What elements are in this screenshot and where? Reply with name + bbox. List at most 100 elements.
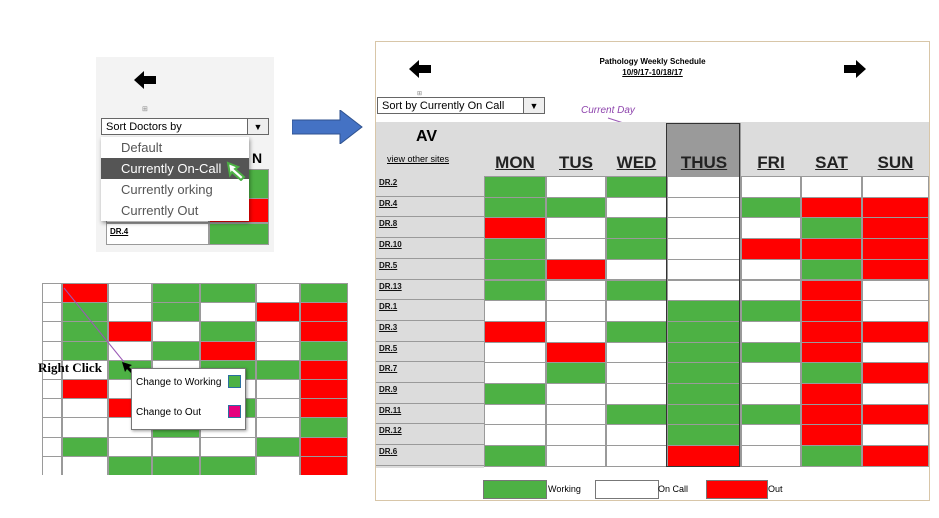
schedule-cell[interactable] bbox=[606, 176, 667, 198]
view-other-sites-link[interactable]: view other sites bbox=[387, 154, 450, 164]
schedule-cell[interactable] bbox=[606, 196, 667, 219]
schedule-cell[interactable] bbox=[862, 238, 929, 260]
schedule-cell[interactable] bbox=[862, 424, 929, 447]
schedule-cell[interactable] bbox=[546, 217, 606, 240]
doctor-label[interactable]: DR.8 bbox=[379, 219, 398, 229]
schedule-cell[interactable] bbox=[606, 258, 667, 281]
doctor-label[interactable]: DR.4 bbox=[379, 198, 398, 208]
schedule-cell[interactable] bbox=[546, 445, 606, 467]
schedule-cell[interactable] bbox=[606, 403, 667, 426]
menu-item-currently-working[interactable]: Currently orking bbox=[121, 182, 213, 197]
schedule-cell[interactable] bbox=[484, 341, 546, 364]
schedule-cell[interactable] bbox=[546, 424, 606, 447]
schedule-cell[interactable] bbox=[801, 196, 862, 219]
schedule-cell[interactable] bbox=[546, 176, 606, 198]
doctor-label[interactable]: DR.2 bbox=[379, 178, 398, 187]
schedule-cell[interactable] bbox=[484, 424, 546, 447]
schedule-cell[interactable] bbox=[546, 196, 606, 219]
schedule-cell[interactable] bbox=[801, 383, 862, 405]
schedule-cell[interactable] bbox=[801, 238, 862, 260]
doctor-label[interactable]: DR.9 bbox=[379, 385, 398, 394]
schedule-cell[interactable] bbox=[741, 445, 801, 467]
schedule-cell[interactable] bbox=[484, 258, 546, 281]
schedule-cell[interactable] bbox=[741, 217, 801, 240]
schedule-cell[interactable] bbox=[801, 300, 862, 322]
schedule-cell[interactable] bbox=[741, 176, 801, 198]
schedule-cell[interactable] bbox=[484, 176, 546, 198]
doctor-label[interactable]: DR.1 bbox=[379, 302, 398, 312]
schedule-cell[interactable] bbox=[741, 362, 801, 384]
menu-item-currently-out[interactable]: Currently Out bbox=[121, 203, 199, 218]
chevron-down-icon[interactable]: ▼ bbox=[523, 97, 545, 114]
schedule-cell[interactable] bbox=[606, 279, 667, 302]
schedule-cell[interactable] bbox=[801, 445, 862, 467]
schedule-cell[interactable] bbox=[862, 341, 929, 364]
schedule-cell[interactable] bbox=[484, 238, 546, 260]
schedule-cell[interactable] bbox=[801, 424, 862, 447]
schedule-cell[interactable] bbox=[801, 341, 862, 364]
schedule-cell[interactable] bbox=[801, 320, 862, 343]
schedule-cell[interactable] bbox=[741, 196, 801, 219]
schedule-cell[interactable] bbox=[606, 320, 667, 343]
schedule-cell[interactable] bbox=[546, 279, 606, 302]
change-to-out-item[interactable]: Change to Out bbox=[136, 407, 202, 418]
schedule-cell[interactable] bbox=[862, 362, 929, 384]
schedule-cell[interactable] bbox=[546, 320, 606, 343]
back-arrow-icon[interactable] bbox=[409, 60, 431, 78]
schedule-cell[interactable] bbox=[862, 445, 929, 467]
menu-item-default[interactable]: Default bbox=[121, 140, 163, 155]
schedule-cell[interactable] bbox=[741, 403, 801, 426]
schedule-cell[interactable] bbox=[741, 300, 801, 322]
schedule-cell[interactable] bbox=[862, 217, 929, 240]
schedule-cell[interactable] bbox=[801, 258, 862, 281]
schedule-cell[interactable] bbox=[801, 403, 862, 426]
schedule-cell[interactable] bbox=[484, 196, 546, 219]
schedule-cell[interactable] bbox=[801, 217, 862, 240]
sort-schedule-dropdown[interactable]: Sort by Currently On Call ▼ bbox=[377, 97, 545, 114]
schedule-cell[interactable] bbox=[606, 383, 667, 405]
change-to-working-item[interactable]: Change to Working bbox=[136, 377, 222, 388]
schedule-cell[interactable] bbox=[606, 217, 667, 240]
schedule-cell[interactable] bbox=[484, 300, 546, 322]
schedule-cell[interactable] bbox=[741, 279, 801, 302]
schedule-cell[interactable] bbox=[741, 424, 801, 447]
schedule-cell[interactable] bbox=[546, 238, 606, 260]
schedule-cell[interactable] bbox=[862, 258, 929, 281]
doctor-label[interactable]: DR.7 bbox=[379, 364, 398, 374]
schedule-cell[interactable] bbox=[606, 300, 667, 322]
doctor-label[interactable]: DR.6 bbox=[379, 447, 398, 457]
schedule-cell[interactable] bbox=[484, 320, 546, 343]
schedule-cell[interactable] bbox=[546, 258, 606, 281]
schedule-cell[interactable] bbox=[484, 217, 546, 240]
schedule-cell[interactable] bbox=[606, 445, 667, 467]
chevron-down-icon[interactable]: ▼ bbox=[247, 118, 269, 135]
schedule-cell[interactable] bbox=[606, 341, 667, 364]
schedule-cell[interactable] bbox=[546, 362, 606, 384]
doctor-label[interactable]: DR.10 bbox=[379, 240, 402, 250]
schedule-cell[interactable] bbox=[862, 320, 929, 343]
schedule-cell[interactable] bbox=[801, 362, 862, 384]
schedule-cell[interactable] bbox=[801, 176, 862, 198]
schedule-cell[interactable] bbox=[741, 320, 801, 343]
schedule-cell[interactable] bbox=[606, 424, 667, 447]
schedule-cell[interactable] bbox=[862, 300, 929, 322]
back-arrow-icon[interactable] bbox=[134, 71, 156, 89]
schedule-cell[interactable] bbox=[484, 445, 546, 467]
doctor-label[interactable]: DR.13 bbox=[379, 281, 402, 291]
schedule-cell[interactable] bbox=[546, 403, 606, 426]
schedule-cell[interactable] bbox=[801, 279, 862, 302]
schedule-cell[interactable] bbox=[741, 238, 801, 260]
schedule-cell[interactable] bbox=[862, 383, 929, 405]
schedule-cell[interactable] bbox=[862, 176, 929, 198]
doctor-label[interactable]: DR.3 bbox=[379, 322, 398, 332]
schedule-cell[interactable] bbox=[741, 258, 801, 281]
schedule-cell[interactable] bbox=[484, 362, 546, 384]
forward-arrow-icon[interactable] bbox=[844, 60, 866, 78]
schedule-cell[interactable] bbox=[484, 403, 546, 426]
doctor-label[interactable]: DR.5 bbox=[379, 260, 398, 270]
schedule-cell[interactable] bbox=[546, 383, 606, 405]
schedule-cell[interactable] bbox=[862, 403, 929, 426]
doctor-label[interactable]: DR.12 bbox=[379, 426, 402, 436]
schedule-cell[interactable] bbox=[606, 238, 667, 260]
schedule-cell[interactable] bbox=[484, 279, 546, 302]
